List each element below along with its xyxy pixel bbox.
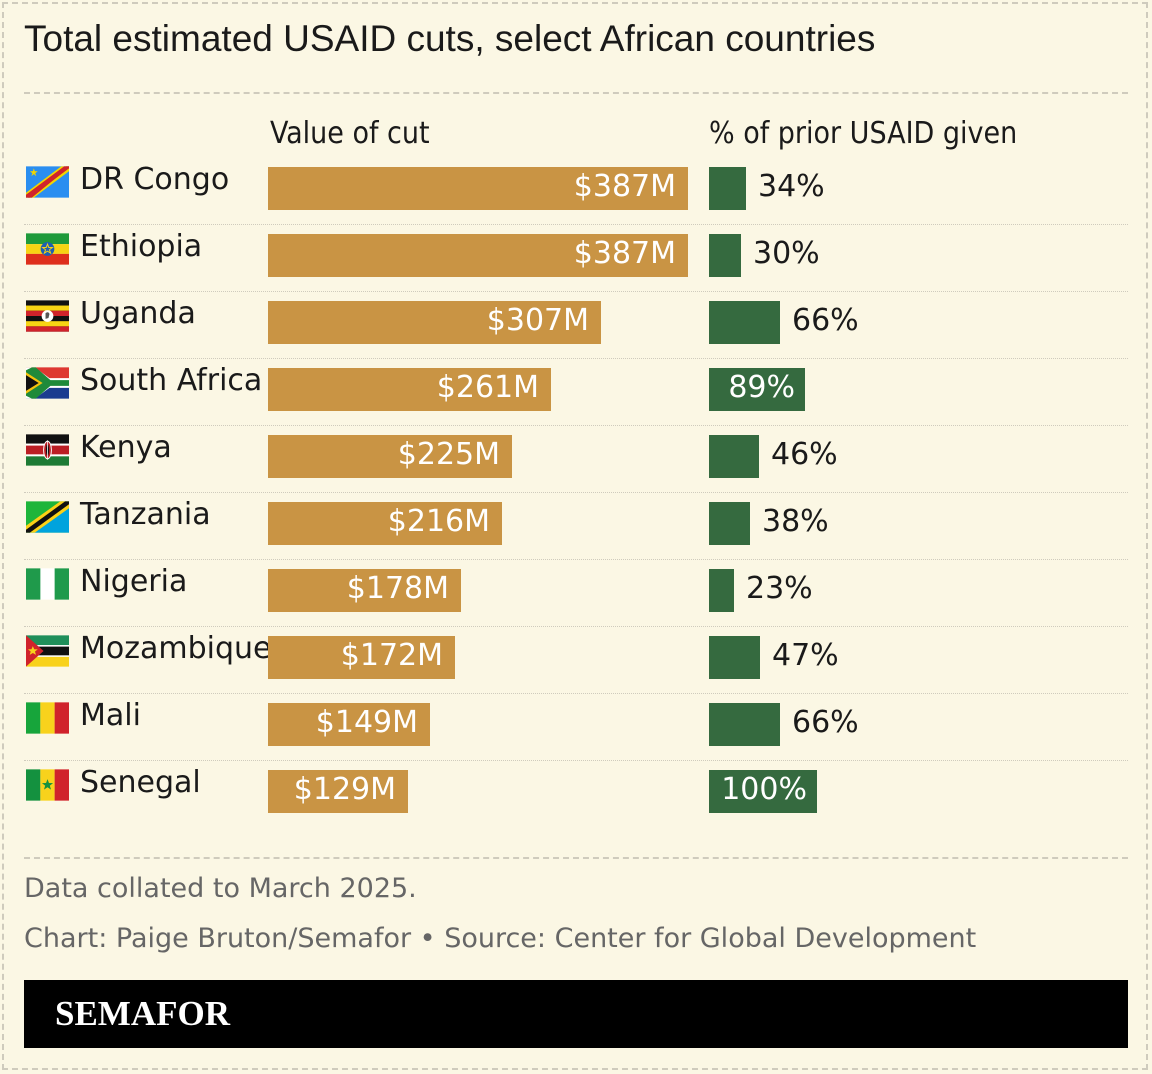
row-divider xyxy=(24,291,1128,292)
country-label: Uganda xyxy=(80,296,196,331)
senegal-flag-icon xyxy=(26,769,69,801)
pct-bar-label: 38% xyxy=(762,504,829,539)
pct-bar-label: 47% xyxy=(772,638,839,673)
pct-bar xyxy=(709,569,734,612)
chart-row: Mozambique $172M 47% xyxy=(24,627,1128,694)
chart-row: Ethiopia $387M 30% xyxy=(24,225,1128,292)
chart-row: Uganda $307M 66% xyxy=(24,292,1128,359)
chart-title: Total estimated USAID cuts, select Afric… xyxy=(24,18,876,59)
chart-row: Kenya $225M 46% xyxy=(24,426,1128,493)
value-bar-label: $129M xyxy=(293,772,396,807)
value-bar xyxy=(268,234,688,277)
row-divider xyxy=(24,626,1128,627)
pct-column-header: % of prior USAID given xyxy=(709,116,1018,151)
pct-bar xyxy=(709,636,760,679)
pct-bar-label: 34% xyxy=(758,169,825,204)
pct-bar xyxy=(709,770,817,813)
pct-bar xyxy=(709,703,780,746)
value-bar-label: $261M xyxy=(436,370,539,405)
row-divider xyxy=(24,693,1128,694)
semafor-logo: SEMAFOR xyxy=(55,994,230,1033)
value-bar-label: $225M xyxy=(397,437,500,472)
row-divider xyxy=(24,492,1128,493)
value-bar xyxy=(268,435,512,478)
value-column-header: Value of cut xyxy=(270,116,430,151)
drc-flag-icon xyxy=(26,166,69,198)
brand-bar: SEMAFOR xyxy=(24,980,1128,1048)
row-divider xyxy=(24,425,1128,426)
value-bar xyxy=(268,301,601,344)
value-bar xyxy=(268,502,502,545)
country-label: Tanzania xyxy=(80,497,211,532)
chart-row: Nigeria $178M 23% xyxy=(24,560,1128,627)
chart-row: Mali $149M 66% xyxy=(24,694,1128,761)
country-label: South Africa xyxy=(80,363,263,398)
value-bar-label: $387M xyxy=(573,236,676,271)
chart-row: Senegal $129M 100% xyxy=(24,761,1128,828)
source-credit: Chart: Paige Bruton/Semafor • Source: Ce… xyxy=(24,923,977,954)
data-note: Data collated to March 2025. xyxy=(24,873,417,904)
mozambique-flag-icon xyxy=(26,635,69,667)
value-bar xyxy=(268,569,461,612)
value-bar xyxy=(268,368,551,411)
ethiopia-flag-icon xyxy=(26,233,69,265)
chart-row: DR Congo $387M 34% xyxy=(24,158,1128,225)
value-bar xyxy=(268,167,688,210)
uganda-flag-icon xyxy=(26,300,69,332)
row-divider xyxy=(24,358,1128,359)
value-bar-label: $178M xyxy=(346,571,449,606)
country-label: Kenya xyxy=(80,430,172,465)
title-divider xyxy=(24,92,1128,94)
country-label: DR Congo xyxy=(80,162,230,197)
row-divider xyxy=(24,559,1128,560)
chart-row: South Africa $261M 89% xyxy=(24,359,1128,426)
value-bar-label: $307M xyxy=(486,303,589,338)
pct-bar xyxy=(709,167,746,210)
value-bar xyxy=(268,703,430,746)
mali-flag-icon xyxy=(26,702,69,734)
chart-row: Tanzania $216M 38% xyxy=(24,493,1128,560)
country-label: Senegal xyxy=(80,765,201,800)
pct-bar-label: 66% xyxy=(792,303,859,338)
pct-bar-label: 100% xyxy=(721,772,807,807)
pct-bar-label: 46% xyxy=(771,437,838,472)
value-bar-label: $387M xyxy=(573,169,676,204)
value-bar-label: $149M xyxy=(315,705,418,740)
pct-bar-label: 89% xyxy=(728,370,795,405)
country-label: Ethiopia xyxy=(80,229,203,264)
country-label: Nigeria xyxy=(80,564,188,599)
pct-bar-label: 66% xyxy=(792,705,859,740)
pct-bar xyxy=(709,301,780,344)
pct-bar xyxy=(709,435,759,478)
kenya-flag-icon xyxy=(26,434,69,466)
pct-bar xyxy=(709,234,741,277)
value-bar-label: $216M xyxy=(387,504,490,539)
tanzania-flag-icon xyxy=(26,501,69,533)
value-bar-label: $172M xyxy=(340,638,443,673)
country-label: Mozambique xyxy=(80,631,272,666)
footer-divider xyxy=(24,857,1128,859)
row-divider xyxy=(24,224,1128,225)
pct-bar-label: 23% xyxy=(746,571,813,606)
pct-bar-label: 30% xyxy=(753,236,820,271)
value-bar xyxy=(268,770,408,813)
pct-bar xyxy=(709,368,805,411)
row-divider xyxy=(24,760,1128,761)
value-bar xyxy=(268,636,455,679)
nigeria-flag-icon xyxy=(26,568,69,600)
south-africa-flag-icon xyxy=(26,367,69,399)
country-label: Mali xyxy=(80,698,141,733)
pct-bar xyxy=(709,502,750,545)
